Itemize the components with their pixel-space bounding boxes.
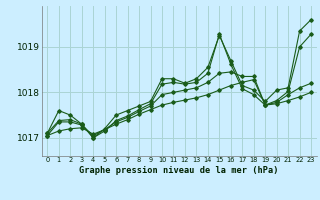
X-axis label: Graphe pression niveau de la mer (hPa): Graphe pression niveau de la mer (hPa) bbox=[79, 166, 279, 175]
